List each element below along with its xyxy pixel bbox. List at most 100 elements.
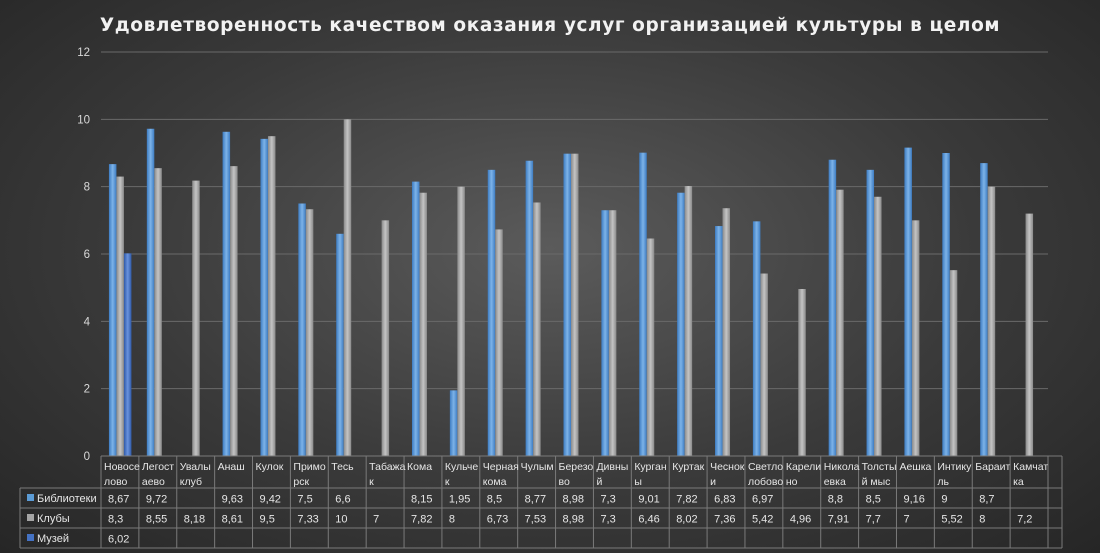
data-label: 8,61: [222, 514, 243, 526]
chart-title: Удовлетворенность качеством оказания усл…: [100, 15, 1000, 36]
category-label: Никола: [824, 461, 860, 473]
category-label: Новосе: [104, 461, 140, 473]
category-label: й: [596, 476, 602, 488]
category-label: Курган: [634, 461, 667, 473]
category-label: Чулым: [521, 461, 554, 473]
data-label: 4,96: [790, 514, 811, 526]
bar: [874, 196, 882, 456]
data-label: 9,72: [146, 494, 167, 506]
data-label: 1,95: [449, 494, 470, 506]
category-label: лово: [104, 476, 128, 488]
data-label: 9,01: [638, 494, 659, 506]
data-label: 8,98: [563, 514, 584, 526]
category-label: ль: [937, 476, 949, 488]
bar: [949, 270, 958, 456]
bar: [942, 153, 950, 456]
category-label: во: [559, 476, 570, 488]
category-label: Камчат: [1013, 461, 1048, 473]
category-label: кома: [483, 476, 507, 488]
data-label: 6,46: [638, 514, 659, 526]
bar: [980, 163, 988, 456]
data-label: 10: [335, 514, 347, 526]
category-label: Кулок: [256, 461, 284, 473]
category-label: рск: [293, 476, 309, 488]
bar: [192, 180, 200, 456]
legend-label: Библиотеки: [37, 493, 97, 505]
bar: [154, 168, 162, 456]
data-label: 6,6: [335, 494, 350, 506]
bar: [116, 176, 124, 457]
bar: [646, 238, 655, 456]
y-tick-label: 4: [84, 316, 91, 328]
bar: [1025, 213, 1034, 456]
category-label: Чеснок: [710, 461, 745, 473]
category-label: Черная: [483, 461, 519, 473]
data-label: 7: [903, 514, 909, 526]
data-label: 7,82: [676, 494, 697, 506]
data-label: 8: [449, 514, 455, 526]
data-label: 7,91: [828, 514, 849, 526]
data-label: 5,42: [752, 514, 773, 526]
bar: [639, 152, 647, 456]
data-label: 7,3: [600, 514, 615, 526]
data-label: 7: [373, 514, 379, 526]
bar: [752, 221, 761, 456]
category-label: Дивны: [596, 461, 628, 473]
data-label: 7,5: [297, 494, 312, 506]
legend-key: [27, 494, 34, 501]
category-label: к: [369, 476, 374, 488]
data-label: 8,5: [866, 494, 881, 506]
data-label: 7,82: [411, 514, 432, 526]
data-label: 8,8: [828, 494, 843, 506]
category-label: Примо: [293, 461, 325, 473]
bar: [828, 159, 837, 456]
category-label: ка: [1013, 476, 1024, 488]
bar: [760, 273, 768, 456]
category-label: Бараит: [975, 461, 1010, 473]
bar: [798, 289, 806, 456]
data-label: 8,3: [108, 514, 123, 526]
legend-key: [27, 534, 34, 541]
bar: [495, 229, 503, 456]
data-label: 5,52: [941, 514, 962, 526]
bar: [866, 169, 875, 457]
bar: [123, 253, 132, 456]
category-label: и: [710, 476, 716, 488]
bar: [146, 128, 155, 456]
category-label: к: [445, 476, 450, 488]
bar: [449, 390, 458, 456]
bar: [457, 186, 465, 456]
bar: [336, 233, 344, 456]
data-label: 8,02: [676, 514, 697, 526]
data-label: 7,2: [1017, 514, 1032, 526]
bar: [222, 131, 231, 457]
category-label: Светло: [748, 461, 783, 473]
bar: [525, 160, 534, 456]
data-label: 7,3: [600, 494, 615, 506]
data-label: 7,33: [297, 514, 318, 526]
category-label: лобово: [748, 476, 783, 488]
bar: [601, 210, 609, 456]
data-label: 6,83: [714, 494, 735, 506]
bar: [715, 226, 723, 456]
bar: [108, 164, 117, 457]
data-label: 7,36: [714, 514, 735, 526]
data-label: 7,53: [525, 514, 546, 526]
data-label: 8: [979, 514, 985, 526]
category-label: клуб: [180, 476, 202, 488]
bar: [267, 136, 276, 456]
bar: [260, 138, 268, 457]
bar: [563, 153, 571, 456]
y-tick-label: 10: [77, 114, 90, 126]
data-label: 9,16: [903, 494, 924, 506]
data-label: 6,02: [108, 534, 129, 546]
bar: [381, 220, 390, 456]
category-label: Тесь: [331, 461, 354, 473]
y-tick-label: 2: [84, 384, 90, 396]
y-tick-label: 0: [84, 451, 90, 463]
bar: [298, 203, 306, 456]
data-label: 8,5: [487, 494, 502, 506]
bar: [911, 220, 920, 456]
category-label: Анаш: [218, 461, 245, 473]
